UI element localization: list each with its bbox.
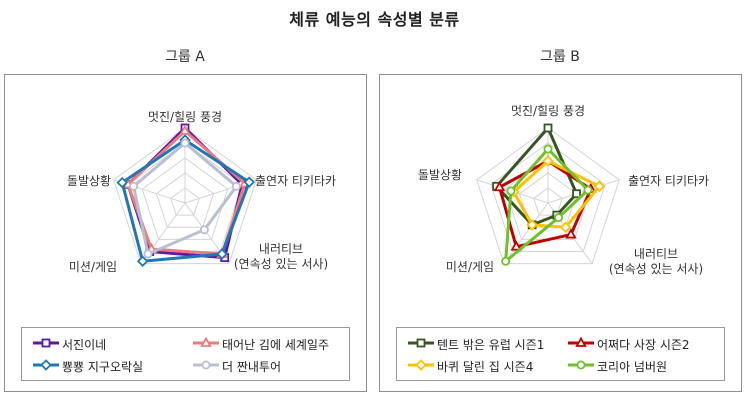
- grid-ring: [476, 127, 620, 265]
- data-point: [116, 176, 129, 189]
- group-b-title: 그룹 B: [540, 49, 580, 65]
- data-point: [572, 189, 581, 199]
- legend-label: 더 짠내투어: [222, 360, 282, 374]
- legend-label: 바퀴 달린 집 시즌4: [437, 360, 534, 374]
- grid-ring: [490, 142, 606, 253]
- legend-swatch: [193, 336, 219, 347]
- axis-label: 돌발상황: [418, 168, 462, 182]
- series-뿅뿅 지구오락실: [116, 134, 255, 268]
- legend-swatch: [193, 360, 219, 370]
- legend-marker: [201, 360, 211, 370]
- legend-swatch: [408, 338, 434, 348]
- series-더 짠내투어: [129, 138, 241, 259]
- data-point: [136, 255, 149, 268]
- data-point: [542, 155, 554, 167]
- page-title: 체류 예능의 속성별 분류: [289, 10, 460, 29]
- data-point: [180, 138, 190, 148]
- data-point: [501, 256, 511, 266]
- grid-ring: [533, 187, 563, 216]
- data-point: [510, 240, 522, 251]
- legend-marker: [415, 359, 427, 371]
- axis-label: 멋진/힐링 풍경: [511, 104, 585, 118]
- data-point: [583, 185, 593, 195]
- data-point: [231, 181, 241, 191]
- series-line: [120, 138, 251, 263]
- axis-label: 내러티브 (연속성 있는 서사): [609, 247, 703, 276]
- legend-label: 태어난 김에 세계일주: [222, 338, 329, 352]
- grid-ring: [155, 172, 215, 228]
- legend-label: 코리아 넘버원: [597, 360, 668, 374]
- series-line: [126, 129, 247, 256]
- data-point: [543, 144, 553, 154]
- axis-label: 멋진/힐링 풍경: [148, 110, 222, 124]
- legend-label: 어쩌다 사장 시즌2: [597, 338, 690, 352]
- data-point: [199, 225, 209, 235]
- legend-marker: [200, 336, 212, 347]
- legend-marker: [575, 336, 587, 347]
- legend-marker: [40, 359, 52, 371]
- legend-swatch: [33, 338, 59, 348]
- legend-swatch: [568, 336, 594, 347]
- data-point: [593, 180, 606, 193]
- grid-spoke: [503, 202, 549, 264]
- data-point: [129, 181, 139, 191]
- axis-label: 내러티브 (연속성 있는 서사): [234, 242, 328, 271]
- data-point: [543, 123, 553, 133]
- axis-label: 미션/게임: [69, 260, 117, 274]
- data-point: [243, 176, 255, 188]
- legend-label: 서진이네: [62, 338, 107, 352]
- axis-label: 출연자 티키타카: [255, 174, 336, 188]
- group-a-title: 그룹 A: [165, 49, 205, 65]
- data-point: [216, 248, 228, 260]
- data-point: [554, 213, 564, 223]
- series-코리아 넘버원: [501, 144, 593, 266]
- axis-label: 돌발상황: [67, 174, 111, 188]
- legend-marker: [41, 338, 51, 348]
- grid-ring: [170, 187, 200, 216]
- legend-swatch: [408, 359, 434, 371]
- grid-spoke: [547, 179, 620, 204]
- legend-swatch: [33, 359, 59, 371]
- axis-label: 미션/게임: [446, 260, 494, 274]
- legend-b: 텐트 밖은 유럽 시즌1 어쩌다 사장 시즌2 바퀴 달린 집 시즌4 코리아 넘버원: [396, 327, 725, 381]
- legend-label: 텐트 밖은 유럽 시즌1: [437, 338, 545, 352]
- series-line: [132, 141, 238, 256]
- data-point: [493, 180, 506, 192]
- data-point: [526, 219, 538, 231]
- series-line: [495, 126, 579, 227]
- legend-marker: [416, 338, 426, 348]
- data-point: [506, 186, 516, 196]
- data-point: [143, 249, 153, 259]
- legend-swatch: [568, 360, 594, 370]
- series-line: [504, 147, 590, 263]
- legend-marker: [576, 360, 586, 370]
- data-point: [179, 124, 191, 135]
- legend-label: 뿅뿅 지구오락실: [62, 360, 144, 374]
- data-point: [559, 221, 572, 234]
- data-point: [565, 228, 577, 239]
- grid-ring: [113, 127, 257, 265]
- axis-label: 출연자 티키타카: [628, 174, 709, 188]
